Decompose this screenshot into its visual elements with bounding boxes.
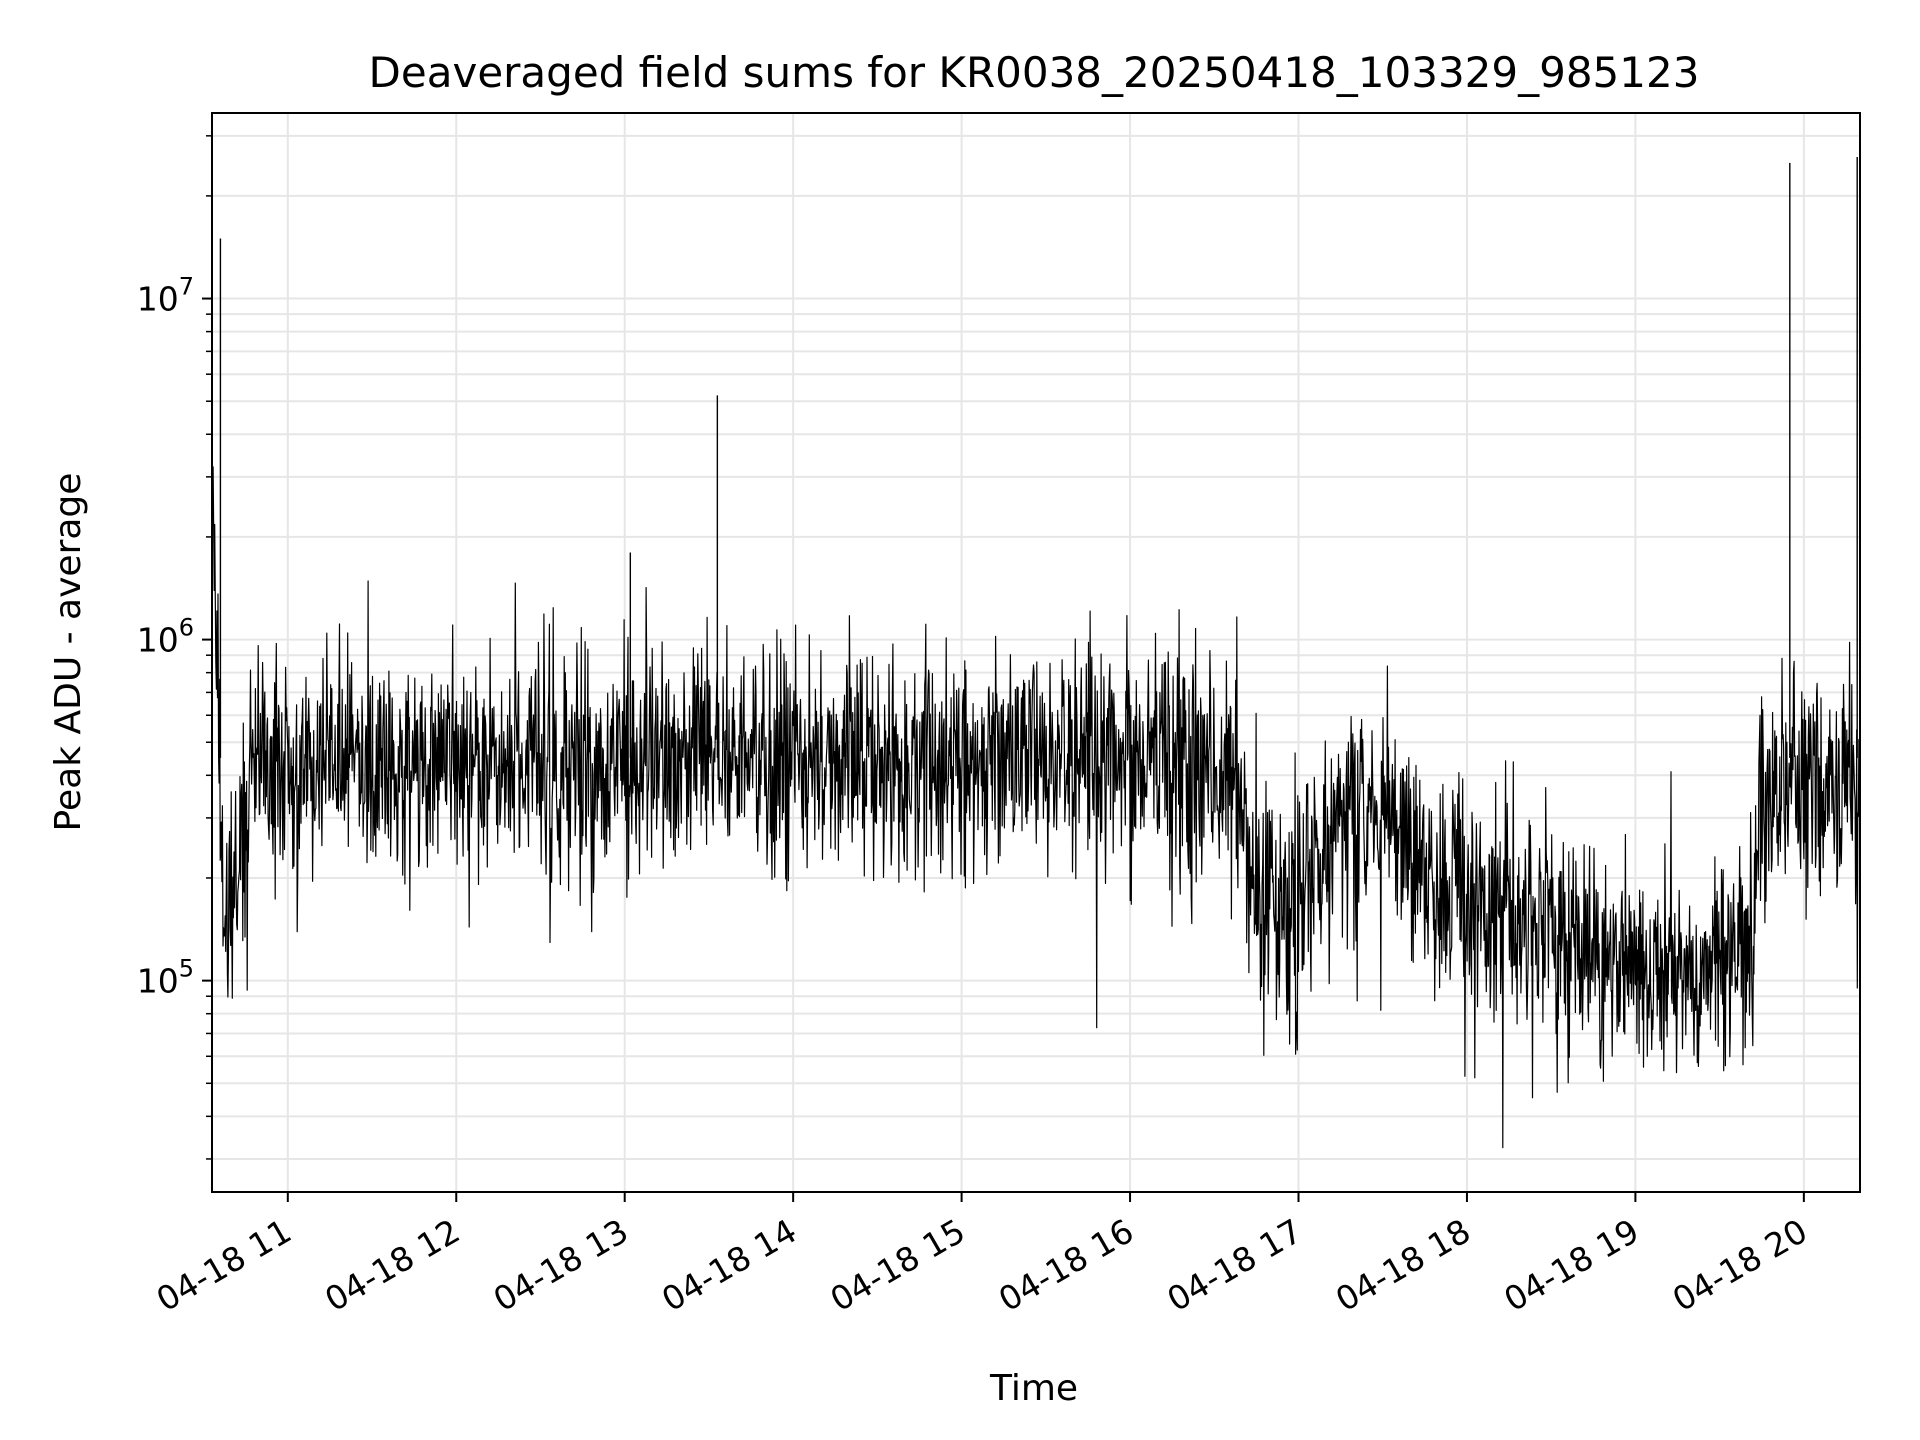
series-line-0: [211, 466, 1861, 1149]
y-axis-ticks: 105 106 107: [137, 135, 212, 1160]
chart-title: Deaveraged field sums for KR0038_2025041…: [369, 48, 1700, 97]
y-tick-label: 106: [137, 614, 194, 660]
plot-area-frame: [211, 112, 1861, 1193]
y-tick-label: 107: [137, 273, 194, 319]
y-axis-label: Peak ADU - average: [48, 473, 89, 832]
y-tick-label: 105: [137, 955, 194, 1001]
x-axis-label: Time: [989, 1368, 1078, 1409]
data-series: [211, 157, 1861, 1149]
